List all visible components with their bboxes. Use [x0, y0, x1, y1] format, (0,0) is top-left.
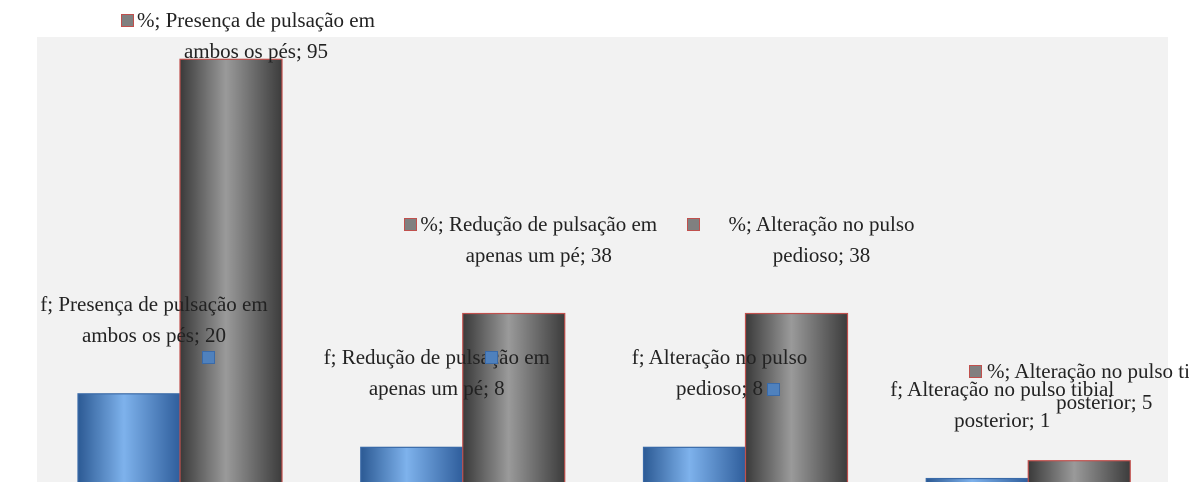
legend-key [686, 217, 700, 231]
bar [360, 446, 464, 482]
data-label-text: f; Alteração no pulso tibial posterior; … [890, 376, 1115, 432]
data-label-text: %; Alteração no pulso tibial posterior; … [987, 358, 1189, 414]
data-label: %; Alteração no pulso pedioso; 38 [686, 209, 947, 271]
legend-key [121, 14, 134, 27]
legend-key [767, 382, 781, 396]
data-label-box: %; Redução de pulsação em apenas um pé; … [403, 209, 664, 271]
data-label: f; Redução de pulsação em apenas um pé; … [201, 342, 562, 404]
bar [642, 446, 747, 482]
data-label: f; Alteração no pulso pedioso; 8 [484, 342, 845, 404]
data-label: %; Alteração no pulso tibial posterior; … [969, 356, 1189, 418]
data-label-text: %; Redução de pulsação em apenas um pé; … [420, 211, 658, 267]
bar [1027, 460, 1131, 482]
bar [179, 58, 283, 482]
bar [462, 312, 566, 482]
data-label-box: f; Redução de pulsação em apenas um pé; … [201, 342, 562, 404]
data-label: f; Alteração no pulso tibial posterior; … [767, 374, 1127, 436]
data-label: %; Presença de pulsação em ambos os pés;… [121, 5, 381, 67]
bar [744, 312, 849, 482]
data-label-text: f; Redução de pulsação em apenas um pé; … [323, 345, 550, 401]
data-label-box: f; Alteração no pulso tibial posterior; … [767, 374, 1127, 436]
legend-key [969, 364, 983, 378]
data-label-box: %; Alteração no pulso pedioso; 38 [686, 209, 947, 271]
data-label-text: f; Presença de pulsação em ambos os pés;… [40, 291, 268, 347]
legend-key [403, 217, 417, 231]
legend-key [484, 351, 498, 365]
data-label: f; Presença de pulsação em ambos os pés;… [29, 289, 279, 351]
data-label-text: %; Alteração no pulso pedioso; 38 [728, 211, 915, 267]
data-label-text: %; Presença de pulsação em ambos os pés;… [137, 8, 375, 63]
legend-key [201, 351, 215, 365]
data-label-box: %; Alteração no pulso tibial posterior; … [969, 356, 1189, 418]
bar [77, 393, 181, 482]
data-label-box: %; Presença de pulsação em ambos os pés;… [121, 5, 381, 67]
data-label-text: f; Alteração no pulso pedioso; 8 [631, 345, 808, 401]
data-label-box: f; Presença de pulsação em ambos os pés;… [29, 289, 279, 351]
data-label: %; Redução de pulsação em apenas um pé; … [403, 209, 664, 271]
data-label-box: f; Alteração no pulso pedioso; 8 [484, 342, 845, 404]
